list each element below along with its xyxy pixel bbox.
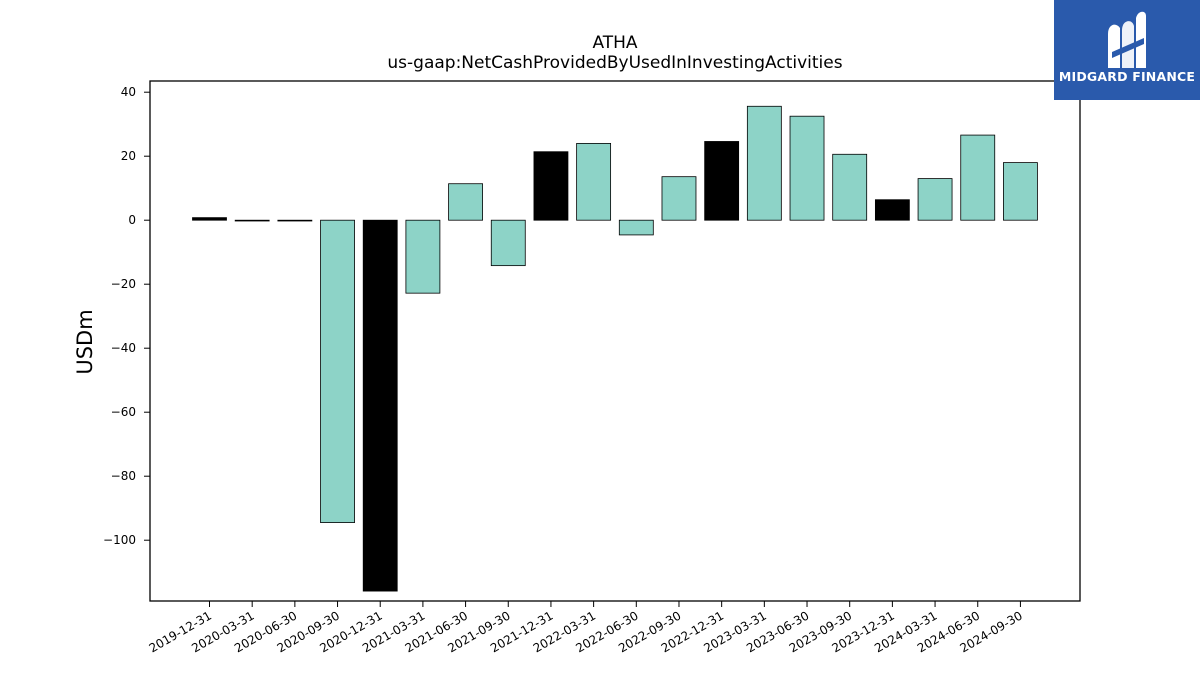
plot-frame xyxy=(149,80,1081,602)
y-axis-label: USDm xyxy=(73,309,97,374)
chart-subtitle: us-gaap:NetCashProvidedByUsedInInvesting… xyxy=(387,53,842,73)
y-tick-label: 40 xyxy=(121,85,136,99)
bar-2022-06-30 xyxy=(618,219,654,236)
bars-group xyxy=(192,105,1038,592)
brand-mark-icon xyxy=(1108,11,1146,68)
brand-logo: MIDGARD FINANCE xyxy=(1054,0,1200,100)
bar-2020-12-31 xyxy=(362,219,398,592)
y-axis-ticks: 40 20 0 −20 −40 −60 −80 −100 xyxy=(103,85,150,547)
bar-2023-03-31 xyxy=(746,105,782,221)
chart-title: ATHA xyxy=(592,33,637,53)
bar-2024-09-30 xyxy=(1003,162,1038,221)
bar-2022-09-30 xyxy=(661,176,697,221)
y-tick-label: −100 xyxy=(103,533,136,547)
bar-2023-06-30 xyxy=(789,115,825,221)
y-tick-label: 0 xyxy=(128,213,136,227)
bar-2024-03-31 xyxy=(917,178,953,221)
bar-2021-06-30 xyxy=(448,183,483,221)
y-tick-label: −20 xyxy=(111,277,136,291)
bar-2019-12-31 xyxy=(192,217,227,221)
bar-2021-03-31 xyxy=(405,219,441,294)
x-axis-ticks: 2019-12-312020-03-312020-06-302020-09-30… xyxy=(147,601,1025,655)
bar-2020-03-31 xyxy=(234,219,270,222)
y-tick-label: 20 xyxy=(121,149,136,163)
bar-2022-12-31 xyxy=(704,141,740,221)
y-tick-label: −40 xyxy=(111,341,136,355)
bar-2020-06-30 xyxy=(277,219,313,222)
bar-2023-09-30 xyxy=(832,153,868,221)
bar-2023-12-31 xyxy=(874,199,910,221)
bar-2021-12-31 xyxy=(533,151,569,221)
bar-2021-09-30 xyxy=(490,219,526,267)
y-tick-label: −80 xyxy=(111,469,136,483)
bar-2020-09-30 xyxy=(320,219,355,523)
bar-2024-06-30 xyxy=(960,134,996,221)
brand-name: MIDGARD FINANCE xyxy=(1058,69,1196,84)
bar-2022-03-31 xyxy=(576,142,612,221)
y-tick-label: −60 xyxy=(111,405,136,419)
